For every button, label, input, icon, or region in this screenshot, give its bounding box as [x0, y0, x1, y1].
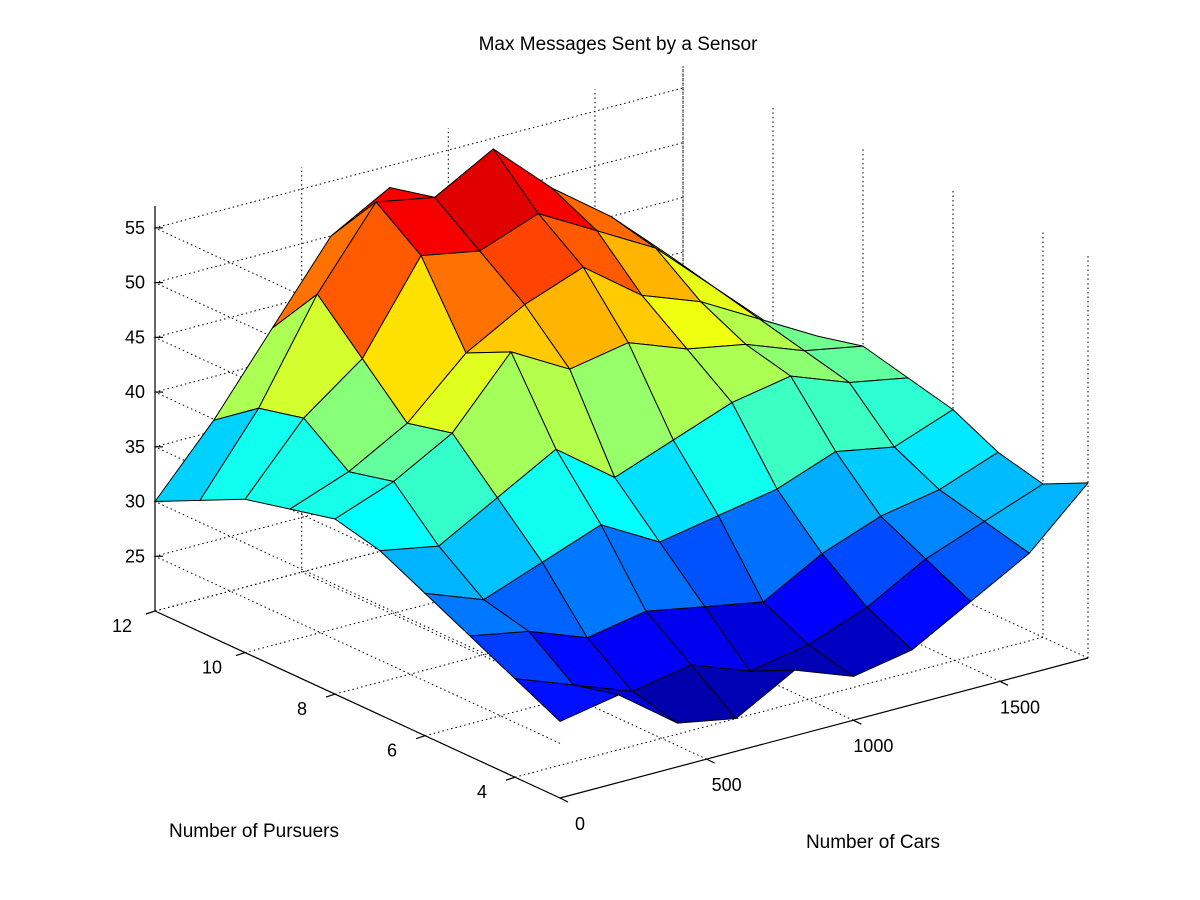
z-tick-label: 55 — [125, 218, 145, 238]
y-tick-label: 10 — [202, 658, 222, 678]
x-tick-mark — [853, 719, 862, 725]
x-tick-label: 1500 — [1000, 697, 1040, 717]
z-tick-label: 35 — [125, 437, 145, 457]
surface-patches — [154, 148, 1089, 724]
y-tick-mark — [235, 651, 246, 657]
z-tick-label: 25 — [125, 546, 145, 566]
z-tick-label: 30 — [125, 492, 145, 512]
y-tick-mark — [505, 776, 516, 781]
z-tick-label: 45 — [125, 327, 145, 347]
x-tick-label: 0 — [575, 814, 585, 834]
z-tick-label: 40 — [125, 382, 145, 402]
tick-labels: 0 500 1000 1500 4 6 8 10 12 25 30 35 40 45 50 55 — [112, 218, 1040, 834]
y-tick-mark — [145, 610, 156, 615]
x-tick-label: 500 — [712, 775, 742, 795]
x-tick-label: 1000 — [853, 736, 893, 756]
y-tick-mark — [415, 735, 426, 740]
z-tick-label: 50 — [125, 273, 145, 293]
x-tick-mark — [559, 797, 569, 803]
y-tick-mark — [325, 693, 336, 698]
x-axis-label: Number of Cars — [806, 832, 940, 853]
y-tick-label: 12 — [112, 616, 132, 636]
y-tick-label: 4 — [477, 782, 487, 802]
x-tick-mark — [999, 680, 1009, 686]
y-axis-line — [154, 610, 561, 799]
x-tick-mark — [706, 758, 715, 764]
y-tick-label: 8 — [297, 699, 307, 719]
y-axis-label: Number of Pursuers — [169, 821, 339, 842]
y-tick-label: 6 — [387, 741, 397, 761]
surface-patch — [514, 678, 620, 722]
chart-title: Max Messages Sent by a Sensor — [479, 34, 758, 55]
